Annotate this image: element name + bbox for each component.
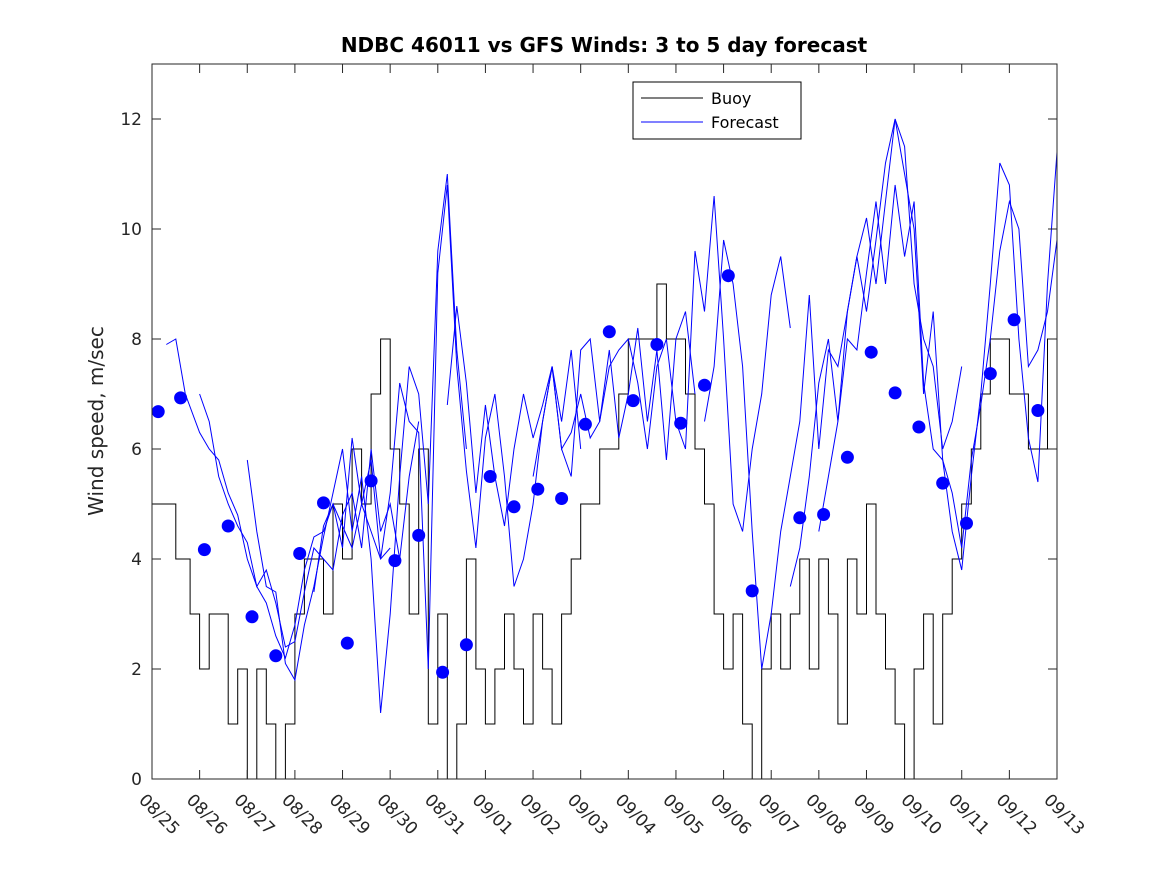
series-line-forecast-3: [246, 173, 467, 714]
series-line-forecast-4: [313, 184, 582, 670]
series-line-forecast-2: [199, 393, 420, 648]
legend-box: [632, 81, 802, 140]
forecast-point: [245, 610, 259, 624]
legend-forecast-label: Forecast: [711, 113, 779, 132]
forecast-point: [412, 528, 426, 542]
y-tick-label: 4: [131, 550, 142, 570]
forecast-point: [507, 500, 521, 514]
forecast-point: [293, 547, 307, 560]
forecast-point: [912, 420, 926, 434]
forecast-point: [960, 516, 973, 530]
y-tick-label: 8: [131, 330, 142, 350]
y-tick-label: 6: [131, 440, 142, 460]
forecast-point: [151, 405, 165, 419]
y-tick-label: 2: [131, 660, 142, 680]
forecast-point: [864, 345, 878, 359]
forecast-point: [578, 417, 592, 431]
forecast-point: [555, 492, 569, 505]
forecast-point: [174, 391, 188, 405]
series-line-forecast-6: [532, 195, 791, 532]
forecast-point: [840, 450, 854, 464]
forecast-point: [317, 496, 330, 510]
forecast-point: [531, 482, 545, 496]
forecast-point: [983, 367, 997, 381]
forecast-point: [364, 474, 378, 488]
y-tick-label: 12: [120, 110, 142, 130]
legend-buoy-label: Buoy: [711, 89, 751, 108]
forecast-point: [197, 543, 211, 557]
legend: Buoy Forecast: [632, 81, 802, 140]
forecast-point: [1007, 313, 1021, 327]
chart-title: NDBC 46011 vs GFS Winds: 3 to 5 day fore…: [341, 33, 868, 57]
forecast-point: [650, 338, 664, 351]
series-line-forecast-9: [818, 184, 1058, 549]
forecast-point: [674, 416, 688, 430]
y-tick-label: 0: [131, 770, 142, 790]
series-line-forecast-8: [789, 118, 1058, 587]
forecast-point: [221, 519, 235, 533]
forecast-point: [483, 470, 497, 483]
forecast-point: [269, 649, 283, 663]
forecast-point: [340, 636, 354, 650]
series-line-forecast-1: [166, 338, 391, 660]
forecast-point: [388, 554, 402, 568]
y-axis-label: Wind speed, m/sec: [84, 326, 108, 516]
forecast-point: [602, 325, 616, 339]
series-line-forecast-5: [446, 305, 696, 527]
y-tick-label: 10: [120, 220, 142, 240]
forecast-point: [436, 665, 450, 679]
forecast-point: [721, 269, 735, 283]
forecast-point: [793, 511, 807, 525]
forecast-point: [936, 476, 950, 490]
forecast-point: [1031, 404, 1045, 417]
axes-box: [151, 63, 1058, 780]
forecast-point: [745, 584, 759, 598]
forecast-point: [817, 508, 831, 521]
forecast-point: [459, 638, 473, 652]
plot-area: [151, 118, 1058, 780]
forecast-point: [626, 394, 640, 408]
forecast-point: [698, 378, 711, 392]
forecast-point: [888, 386, 902, 400]
